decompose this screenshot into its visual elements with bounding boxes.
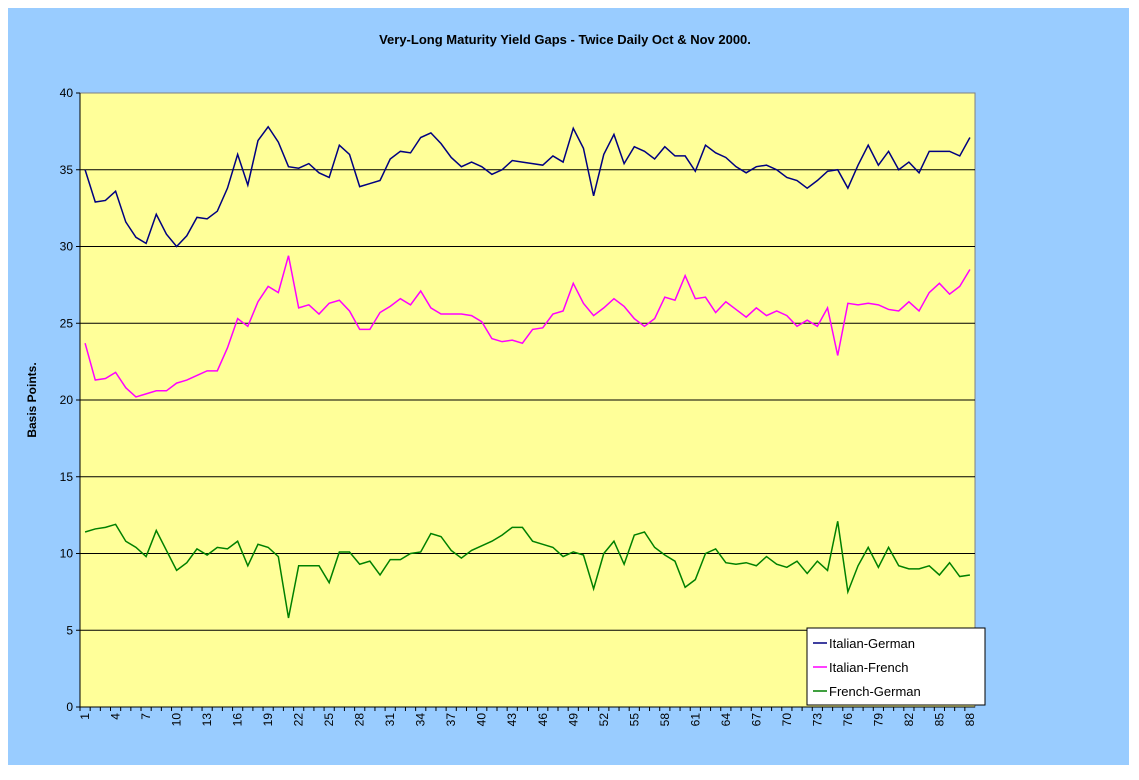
x-tick-label: 88 xyxy=(963,713,977,727)
x-tick-label: 28 xyxy=(353,713,367,727)
y-tick-label: 15 xyxy=(60,470,74,484)
x-tick-label: 34 xyxy=(414,713,428,727)
y-tick-label: 35 xyxy=(60,163,74,177)
x-tick-label: 55 xyxy=(627,713,641,727)
x-tick-label: 52 xyxy=(597,713,611,727)
y-tick-label: 0 xyxy=(66,700,73,714)
y-tick-label: 30 xyxy=(60,240,74,254)
y-tick-label: 10 xyxy=(60,547,74,561)
x-tick-label: 64 xyxy=(719,713,733,727)
x-tick-label: 16 xyxy=(231,713,245,727)
x-tick-label: 22 xyxy=(292,713,306,727)
y-axis-label: Basis Points. xyxy=(25,362,39,437)
x-tick-label: 79 xyxy=(871,713,885,727)
chart-title: Very-Long Maturity Yield Gaps - Twice Da… xyxy=(379,32,751,47)
x-tick-label: 31 xyxy=(383,713,397,727)
x-tick-label: 46 xyxy=(536,713,550,727)
x-tick-label: 61 xyxy=(688,713,702,727)
x-tick-label: 67 xyxy=(749,713,763,727)
x-tick-label: 58 xyxy=(658,713,672,727)
x-tick-label: 10 xyxy=(170,713,184,727)
series-line xyxy=(84,521,971,619)
x-tick-label: 13 xyxy=(200,713,214,727)
y-tick-label: 25 xyxy=(60,316,74,330)
x-tick-label: 70 xyxy=(780,713,794,727)
series-line xyxy=(84,255,971,398)
x-tick-label: 37 xyxy=(444,713,458,727)
series-line xyxy=(84,125,971,248)
x-tick-label: 43 xyxy=(505,713,519,727)
x-tick-label: 4 xyxy=(109,713,123,720)
x-tick-label: 40 xyxy=(475,713,489,727)
y-tick-label: 40 xyxy=(60,86,74,100)
x-tick-label: 85 xyxy=(932,713,946,727)
x-tick-label: 19 xyxy=(261,713,275,727)
x-tick-label: 82 xyxy=(902,713,916,727)
x-tick-label: 49 xyxy=(566,713,580,727)
legend-label: Italian-German xyxy=(829,636,915,651)
x-tick-label: 25 xyxy=(322,713,336,727)
legend-label: French-German xyxy=(829,684,921,699)
y-tick-label: 20 xyxy=(60,393,74,407)
x-tick-label: 7 xyxy=(139,713,153,720)
x-tick-label: 1 xyxy=(78,713,92,720)
legend-label: Italian-French xyxy=(829,660,908,675)
legend xyxy=(806,627,986,706)
x-tick-label: 76 xyxy=(841,713,855,727)
y-tick-label: 5 xyxy=(66,623,73,637)
x-tick-label: 73 xyxy=(810,713,824,727)
